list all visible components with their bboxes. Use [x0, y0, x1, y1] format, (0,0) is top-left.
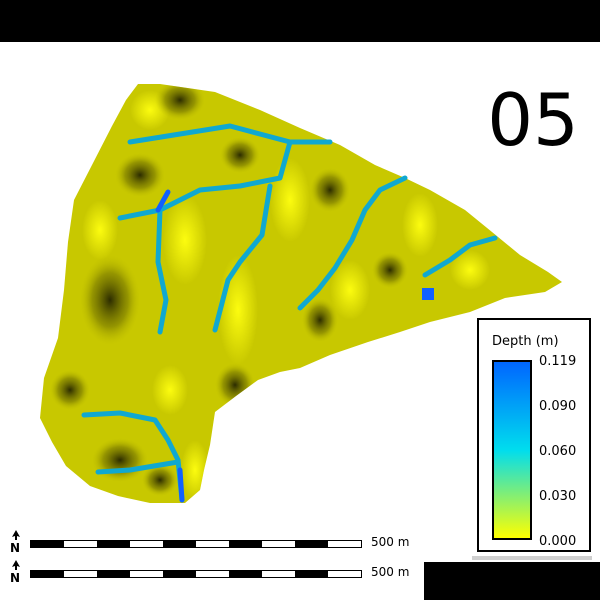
- scale-bar: [30, 570, 362, 578]
- legend-color-ramp: [492, 360, 532, 540]
- legend-tick: 0.090: [539, 399, 577, 414]
- legend-tick: 0.000: [539, 534, 577, 549]
- legend-title: Depth (m): [492, 334, 559, 349]
- legend-tick: 0.060: [539, 444, 577, 459]
- legend-tick: 0.030: [539, 489, 577, 504]
- legend-tick: 0.119: [539, 354, 577, 369]
- scale-bar-label: 500 m: [371, 535, 410, 549]
- north-arrow-icon: N: [10, 560, 20, 584]
- legend-shadow: [472, 556, 592, 560]
- pool-cell: [422, 288, 434, 300]
- north-arrow-icon: N: [10, 530, 20, 554]
- scale-bar-row: N 500 m: [8, 560, 418, 584]
- svg-text:N: N: [10, 541, 20, 554]
- scale-bar: [30, 540, 362, 548]
- scale-bar-label: 500 m: [371, 565, 410, 579]
- bottom-black-bar: [424, 562, 600, 600]
- scale-bar-row: N 500 m: [8, 530, 418, 554]
- top-black-bar: [0, 0, 600, 42]
- frame-number: 05: [487, 78, 579, 162]
- svg-text:N: N: [10, 571, 20, 584]
- drainage-channels: [81, 123, 498, 503]
- depth-legend: Depth (m) 0.119 0.090 0.060 0.030 0.000: [477, 318, 591, 552]
- deep-channel-sections: [155, 189, 185, 503]
